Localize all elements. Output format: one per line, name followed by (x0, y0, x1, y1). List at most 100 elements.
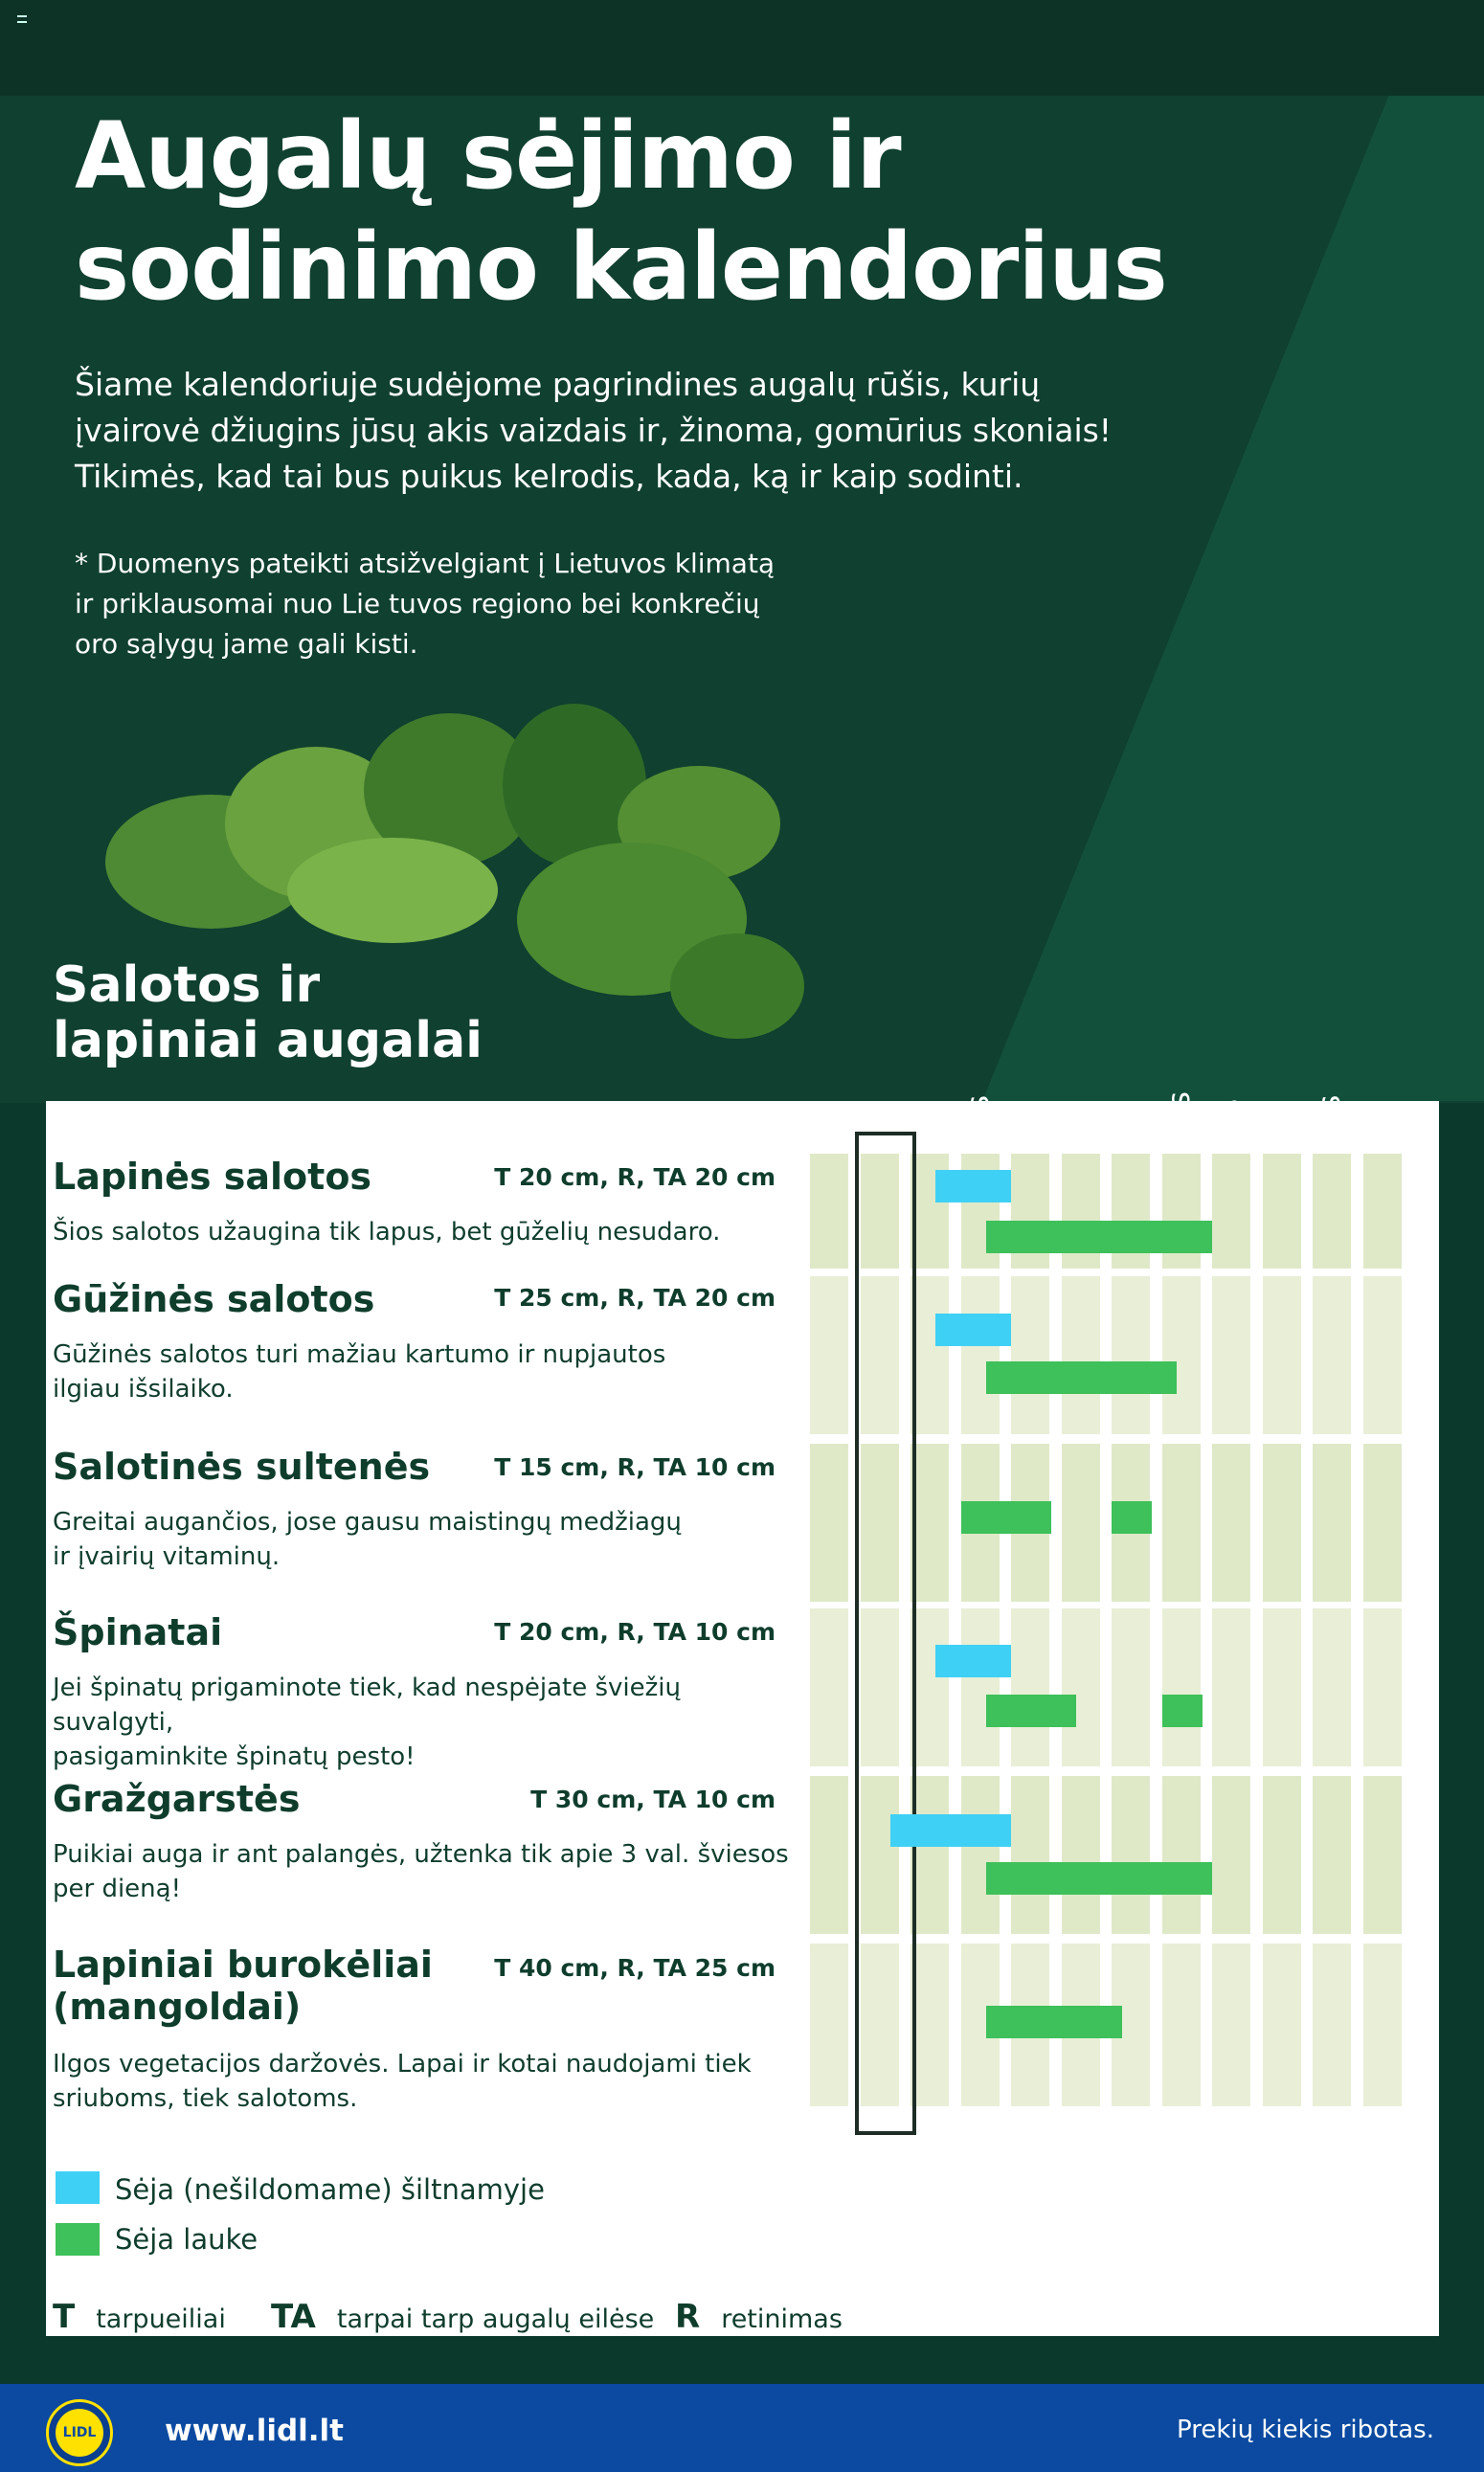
month-cell (1112, 1276, 1150, 1434)
month-cell (1161, 1776, 1201, 1934)
intro-line: įvairovė džiugins jūsų akis vaizdais ir,… (75, 412, 1113, 449)
plant-spacing: T 20 cm, R, TA 20 cm (494, 1163, 776, 1191)
month-cell (1212, 1776, 1250, 1934)
intro-line: Tikimės, kad tai bus puikus kelrodis, ka… (75, 458, 1023, 495)
menu-icon[interactable] (17, 15, 27, 23)
month-cell (810, 1276, 848, 1434)
month-cell (1011, 1276, 1049, 1434)
month-cell (1061, 1444, 1100, 1602)
greenhouse-sowing-bar (935, 1170, 1011, 1202)
month-cell (1313, 1154, 1351, 1269)
outdoor-sowing-bar (985, 1862, 1212, 1895)
month-cell (1362, 1944, 1402, 2106)
month-cell (911, 1608, 949, 1766)
section-title-line: lapiniai augalai (53, 1012, 483, 1069)
outdoor-sowing-bar (985, 1221, 1212, 1253)
plant-description: Gūžinės salotos turi mažiau kartumo ir n… (53, 1337, 799, 1406)
plant-description-line: Jei špinatų prigaminote tiek, kad nespėj… (53, 1674, 681, 1737)
month-cell (1262, 1276, 1301, 1434)
month-cell (1313, 1776, 1351, 1934)
month-cell (810, 1944, 848, 2106)
month-cell (1212, 1608, 1250, 1766)
month-cell (1362, 1608, 1402, 1766)
lidl-logo-text: LIDL (56, 2409, 103, 2457)
month-cell (1313, 1608, 1351, 1766)
abbreviation-label: tarpueiliai (96, 2304, 226, 2334)
month-cell (1161, 1444, 1201, 1602)
month-cell (1112, 1776, 1150, 1934)
title-line: sodinimo kalendorius (75, 213, 1168, 321)
plant-name-line: Salotinės sultenės (53, 1446, 431, 1488)
month-cell (1161, 1944, 1201, 2106)
month-cell (1362, 1776, 1402, 1934)
plant-name: Gūžinės salotos (53, 1278, 374, 1320)
plant-description-line: Šios salotos užaugina tik lapus, bet gūž… (53, 1218, 721, 1247)
month-cell (1362, 1276, 1402, 1434)
plant-name-line: Gūžinės salotos (53, 1278, 375, 1320)
month-cell (1061, 1276, 1100, 1434)
title-line: Augalų sėjimo ir (75, 102, 902, 210)
month-cell (911, 1276, 949, 1434)
plant-description-line: pasigaminkite špinatų pesto! (53, 1742, 416, 1771)
month-cell (960, 1276, 1000, 1434)
month-cell (1313, 1276, 1351, 1434)
leaf-shape (287, 838, 498, 943)
month-cell (911, 1944, 949, 2106)
greenhouse-sowing-bar (935, 1645, 1011, 1677)
month-cell (860, 1154, 899, 1269)
section-title: Salotos ir lapiniai augalai (53, 957, 493, 1068)
website-link[interactable]: www.lidl.lt (165, 2414, 344, 2448)
month-cell (1161, 1608, 1201, 1766)
plant-spacing: T 15 cm, R, TA 10 cm (494, 1453, 776, 1481)
plant-description-line: Gūžinės salotos turi mažiau kartumo ir n… (53, 1340, 666, 1369)
plant-spacing: T 20 cm, R, TA 10 cm (494, 1618, 776, 1646)
abbreviation-key: R (675, 2298, 701, 2336)
lidl-logo[interactable]: LIDL (46, 2399, 113, 2466)
month-cell (1212, 1944, 1250, 2106)
greenhouse-sowing-bar (890, 1814, 1011, 1847)
month-cell (911, 1444, 949, 1602)
month-cell (1262, 1444, 1301, 1602)
calendar-panel (46, 1101, 1439, 2336)
month-cell (1212, 1276, 1250, 1434)
page-title: Augalų sėjimo ir sodinimo kalendorius (75, 101, 1224, 323)
leaf-shape (503, 704, 646, 866)
plant-name: Salotinės sultenės (53, 1446, 430, 1488)
abbreviation-key: T (53, 2298, 76, 2336)
plant-description: Jei špinatų prigaminote tiek, kad nespėj… (53, 1671, 799, 1774)
plant-name: Lapinės salotos (53, 1156, 371, 1198)
plant-spacing: T 25 cm, R, TA 20 cm (494, 1284, 776, 1312)
month-cell (860, 1444, 899, 1602)
abbreviation-label: retinimas (721, 2304, 843, 2334)
month-cell (860, 1608, 899, 1766)
leaf-shape (670, 933, 804, 1039)
month-cell (1313, 1944, 1351, 2106)
month-cell (1262, 1608, 1301, 1766)
month-cell (1212, 1444, 1250, 1602)
abbreviation-item: TA tarpai tarp augalų eilėse (271, 2298, 654, 2336)
plant-name: Lapiniai burokėliai (mangoldai) (53, 1944, 433, 2028)
outdoor-sowing-bar (1161, 1695, 1203, 1727)
plant-description: Šios salotos užaugina tik lapus, bet gūž… (53, 1215, 799, 1249)
note-line: * Duomenys pateikti atsižvelgiant į Liet… (75, 548, 776, 579)
stock-notice: Prekių kiekis ribotas. (1177, 2416, 1434, 2444)
intro-text: Šiame kalendoriuje sudėjome pagrindines … (75, 362, 1176, 500)
greenhouse-legend-label: Sėja (nešildomame) šiltnamyje (115, 2173, 545, 2206)
month-cell (860, 1776, 899, 1934)
plant-description-line: sriuboms, tiek salotoms. (53, 2084, 358, 2113)
plant-description-line: ilgiau išsilaiko. (53, 1375, 234, 1404)
month-cell (1011, 1776, 1049, 1934)
outdoor-sowing-bar (1112, 1501, 1152, 1534)
kale-shape (364, 713, 536, 866)
abbreviation-label: tarpai tarp augalų eilėse (336, 2304, 655, 2334)
month-cell (960, 1776, 1000, 1934)
greenhouse-legend-swatch (56, 2171, 100, 2204)
plant-description: Puikiai auga ir ant palangės, užtenka ti… (53, 1837, 799, 1906)
month-cell (1362, 1154, 1402, 1269)
footer (0, 2384, 1484, 2472)
month-cell (1011, 1608, 1049, 1766)
plant-name: Gražgarstės (53, 1778, 300, 1820)
plant-name: Špinatai (53, 1611, 222, 1653)
